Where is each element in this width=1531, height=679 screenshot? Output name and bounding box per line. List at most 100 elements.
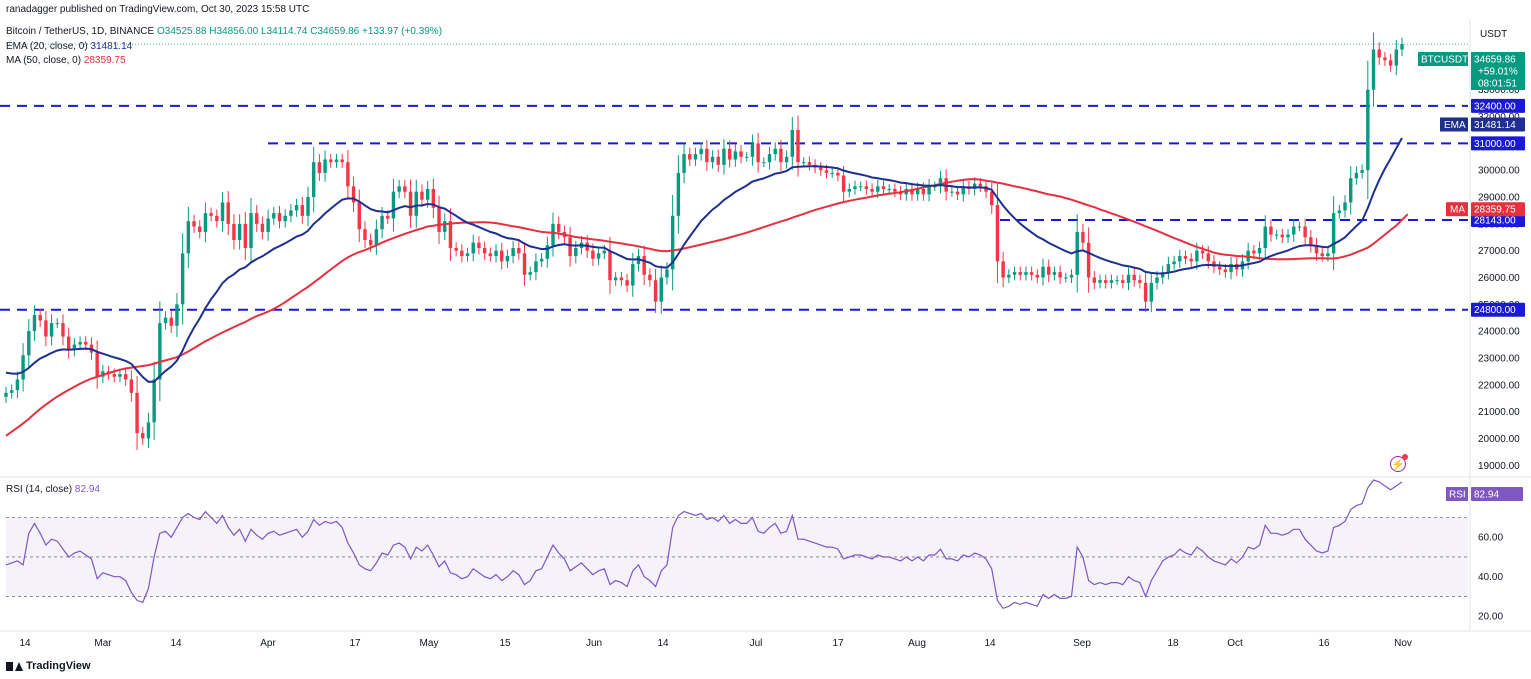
- candle-body: [477, 242, 481, 248]
- candle-body: [21, 355, 25, 380]
- candle-body: [1337, 210, 1342, 214]
- candle-body: [420, 191, 424, 200]
- candle-body: [329, 159, 333, 163]
- candle-body: [1280, 234, 1285, 238]
- candle-body: [574, 248, 578, 257]
- candle-body: [1303, 226, 1307, 238]
- candle-body: [1052, 272, 1057, 275]
- tradingview-logo[interactable]: TradingView: [6, 660, 91, 672]
- candle-body: [779, 148, 783, 163]
- candle-body: [78, 341, 82, 345]
- candle-body: [1257, 248, 1262, 254]
- rsi-axis-tick: 40.00: [1478, 572, 1503, 583]
- alert-flash-icon[interactable]: ⚡: [1390, 454, 1408, 472]
- candle-body: [676, 172, 681, 216]
- candle-body: [910, 188, 914, 195]
- tradingview-mark-icon: [6, 661, 23, 671]
- ema-legend[interactable]: EMA (20, close, 0) 31481.14: [6, 41, 132, 52]
- candle-body: [448, 221, 453, 248]
- candle-body: [1320, 253, 1324, 257]
- level-32400-tag-bg: [1471, 98, 1525, 113]
- ema-tag-value: 31481.14: [1474, 120, 1516, 131]
- candle-body: [1086, 242, 1091, 278]
- candle-body: [192, 221, 196, 227]
- candle-body: [152, 379, 156, 423]
- candle-body: [893, 188, 897, 192]
- candle-body: [1286, 234, 1290, 238]
- candle-body: [824, 170, 829, 173]
- candle-body: [1024, 272, 1028, 275]
- candle-body: [340, 159, 344, 163]
- candle-body: [710, 156, 715, 163]
- candle-body: [1200, 250, 1205, 254]
- price-axis-tick: 22000.00: [1478, 380, 1520, 391]
- candle-body: [9, 390, 14, 393]
- candle-body: [431, 188, 436, 208]
- time-axis-tick: 16: [1318, 638, 1330, 649]
- candle-body: [1098, 280, 1102, 283]
- rsi-line: [5, 479, 1403, 610]
- time-axis-tick: Mar: [94, 638, 112, 649]
- candle-body: [306, 197, 310, 216]
- candle-body: [1229, 264, 1233, 273]
- rsi-legend[interactable]: RSI (14, close) 82.94: [6, 484, 100, 495]
- candle-body: [209, 213, 213, 216]
- level-31000-tag-bg: [1471, 136, 1525, 151]
- candle-body: [272, 213, 276, 219]
- time-axis-tick: May: [420, 638, 439, 649]
- candle-body: [1309, 237, 1313, 246]
- ma-legend[interactable]: MA (50, close, 0) 28359.75: [6, 55, 126, 66]
- candle-body: [995, 205, 1000, 262]
- candle-body: [1001, 261, 1005, 278]
- candle-body: [425, 188, 430, 200]
- candle-body: [283, 215, 287, 222]
- time-axis-tick: Oct: [1227, 638, 1243, 649]
- candle-body: [1349, 178, 1353, 203]
- candle-body: [15, 379, 20, 391]
- countdown-tag: 08:01:51: [1478, 79, 1517, 90]
- candle-body: [619, 277, 624, 281]
- candle-body: [203, 213, 208, 232]
- candle-body: [608, 250, 612, 281]
- candle-body: [1149, 282, 1153, 302]
- candle-body: [1138, 280, 1142, 283]
- candle-body: [1263, 226, 1267, 248]
- time-axis-tick: 14: [984, 638, 996, 649]
- candle-body: [232, 223, 236, 240]
- candle-body: [494, 250, 498, 257]
- candle-body: [682, 154, 686, 173]
- candle-body: [500, 250, 504, 262]
- candle-body: [1126, 274, 1131, 283]
- symbol-title: Bitcoin / TetherUS, 1D, BINANCE: [6, 26, 155, 37]
- candle-body: [528, 272, 532, 275]
- candle-body: [745, 156, 749, 158]
- candle-body: [688, 154, 692, 160]
- candle-body: [1252, 250, 1256, 254]
- candle-body: [226, 202, 230, 224]
- candle-body: [32, 315, 37, 332]
- candle-body: [1178, 256, 1182, 262]
- candle-body: [72, 344, 77, 350]
- candle-body: [129, 379, 134, 393]
- candle-body: [802, 162, 806, 164]
- candle-body: [551, 223, 555, 246]
- candle-body: [978, 183, 983, 187]
- candle-body: [1069, 274, 1074, 278]
- candle-body: [927, 186, 931, 195]
- candle-body: [1029, 272, 1034, 275]
- candle-body: [351, 186, 356, 203]
- tradingview-brand: TradingView: [26, 660, 91, 672]
- candle-body: [819, 167, 823, 171]
- candle-body: [1115, 280, 1119, 282]
- candle-body: [1292, 226, 1296, 235]
- candle-body: [887, 188, 891, 190]
- candle-body: [49, 323, 54, 337]
- price-axis-tick: 23000.00: [1478, 353, 1520, 364]
- time-axis-tick: Sep: [1073, 638, 1091, 649]
- candle-body: [237, 223, 242, 240]
- candle-body: [1189, 258, 1193, 262]
- candle-body: [1041, 266, 1045, 278]
- symbol-ohlc-line: Bitcoin / TetherUS, 1D, BINANCE O34525.8…: [6, 26, 442, 37]
- candle-body: [784, 156, 789, 163]
